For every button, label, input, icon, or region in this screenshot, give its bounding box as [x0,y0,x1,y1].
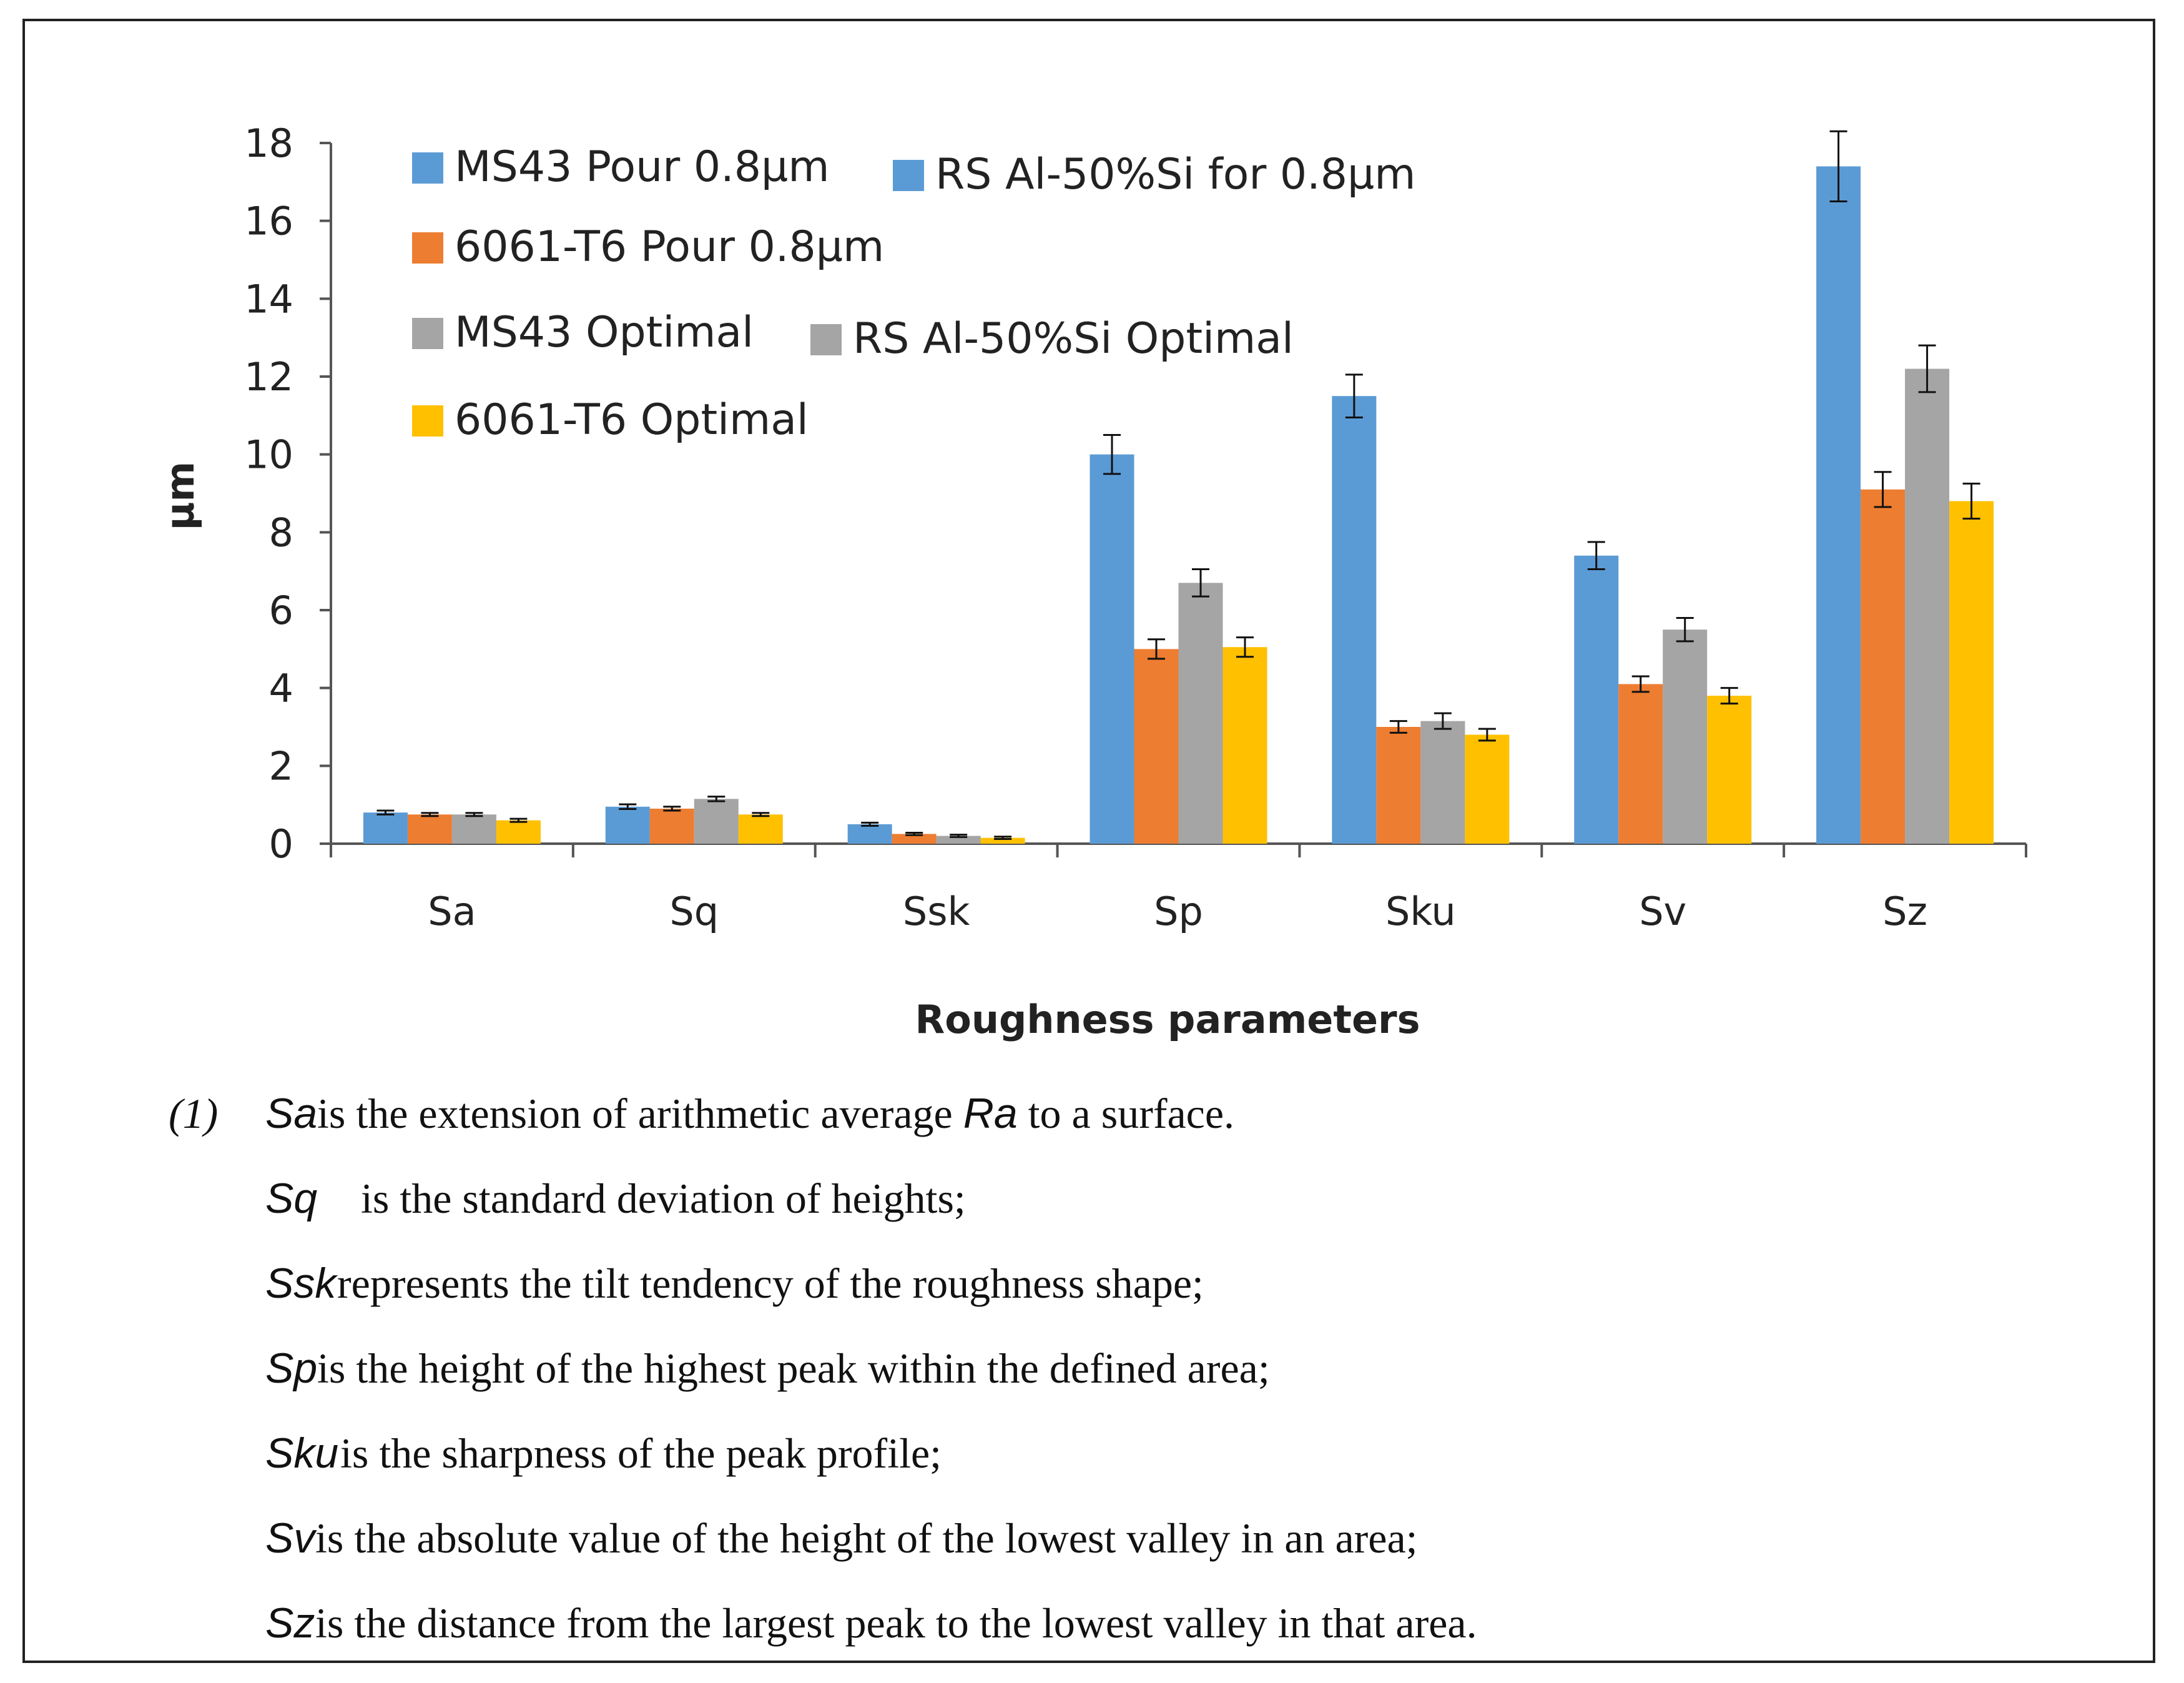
y-tick-label: 16 [244,199,293,244]
note-symbol: Sp [265,1345,318,1392]
bar [847,824,892,844]
note-text: represents the tilt tendency of the roug… [337,1260,1204,1307]
y-axis-title: µm [157,461,203,530]
y-tick-label: 12 [244,354,293,400]
legend-swatch [412,232,443,264]
legend-label: MS43 Optimal [455,308,754,357]
bar [1905,368,1950,844]
x-tick-label: Sz [1882,889,1927,934]
bar [1663,629,1708,844]
x-tick-label: Sp [1154,889,1203,934]
bar [1618,684,1663,844]
bar [407,814,452,844]
note-text: is the standard deviation of heights; [361,1175,966,1222]
note-symbol: Sz [265,1599,315,1647]
bar [1134,649,1179,844]
note-text: is the sharpness of the peak profile; [340,1429,942,1477]
bar [1090,454,1134,844]
note-number: (1) [169,1090,219,1137]
bar [1465,734,1510,844]
chart-bars [363,130,1994,844]
note-text: is the height of the highest peak within… [317,1345,1270,1392]
legend-label: 6061-T6 Pour 0.8µm [455,222,884,272]
bar [1949,501,1994,844]
bar [980,837,1025,844]
legend-swatch [893,160,924,191]
bar [1861,489,1906,844]
bar [1222,647,1267,844]
note-symbol: Sq [265,1175,318,1222]
y-tick-label: 2 [269,743,293,789]
chart-legend: MS43 Pour 0.8µm RS Al-50%Si for 0.8µm 6061… [412,142,1416,445]
legend-label: MS43 Pour 0.8µm [455,142,829,192]
bar [1178,583,1223,844]
y-tick-label: 6 [269,588,293,633]
bar [1816,166,1861,844]
legend-swatch [412,405,443,437]
bar [1574,555,1619,844]
y-tick-label: 8 [269,510,293,555]
bar [1420,721,1465,844]
bar [605,806,650,844]
bar [936,836,981,844]
x-tick-label: Sq [669,889,719,934]
y-tick-label: 14 [244,276,293,322]
y-tick-label: 18 [244,121,293,166]
legend-swatch [412,152,443,184]
note-symbol: Sku [265,1429,339,1477]
note-symbol: Sa [265,1090,318,1137]
legend-label: RS Al-50%Si Optimal [853,314,1294,363]
bar [1376,727,1421,844]
bar [738,814,783,844]
legend-label: 6061-T6 Optimal [455,395,809,445]
note-text: is the distance from the largest peak to… [315,1599,1477,1647]
bar [649,808,694,844]
x-axis-title: Roughness parameters [915,997,1420,1042]
bar [496,820,541,844]
x-tick-label: Sv [1639,889,1686,934]
y-tick-label: 0 [269,821,293,867]
note-text: is the absolute value of the height of t… [315,1514,1418,1562]
note-ref-ra: Ra [963,1090,1018,1137]
note-symbol: Sv [265,1514,315,1562]
bar [1707,696,1752,844]
bar [1332,396,1377,844]
x-tick-label: Ssk [903,889,970,934]
legend-swatch [412,318,443,349]
figure-frame: 0 2 4 6 8 10 12 14 16 18 Sa Sq Ssk Sp Sku Sv Sz MS43 Pou… [22,19,2155,1663]
note-text: is the extension of arithmetic average R… [317,1090,1235,1137]
y-tick-label: 4 [269,666,293,711]
bar [451,814,496,844]
x-tick-label: Sku [1385,889,1456,934]
legend-label: RS Al-50%Si for 0.8µm [935,150,1416,199]
x-tick-label: Sa [428,889,476,934]
bar [363,812,408,844]
note-symbol: Ssk [265,1260,337,1307]
y-tick-label: 10 [244,432,293,478]
legend-swatch [810,324,842,355]
bar-chart: 0 2 4 6 8 10 12 14 16 18 Sa Sq Ssk Sp Sku Sv Sz MS43 Pou… [157,121,2027,1042]
bar [892,834,937,844]
bar [694,799,739,844]
